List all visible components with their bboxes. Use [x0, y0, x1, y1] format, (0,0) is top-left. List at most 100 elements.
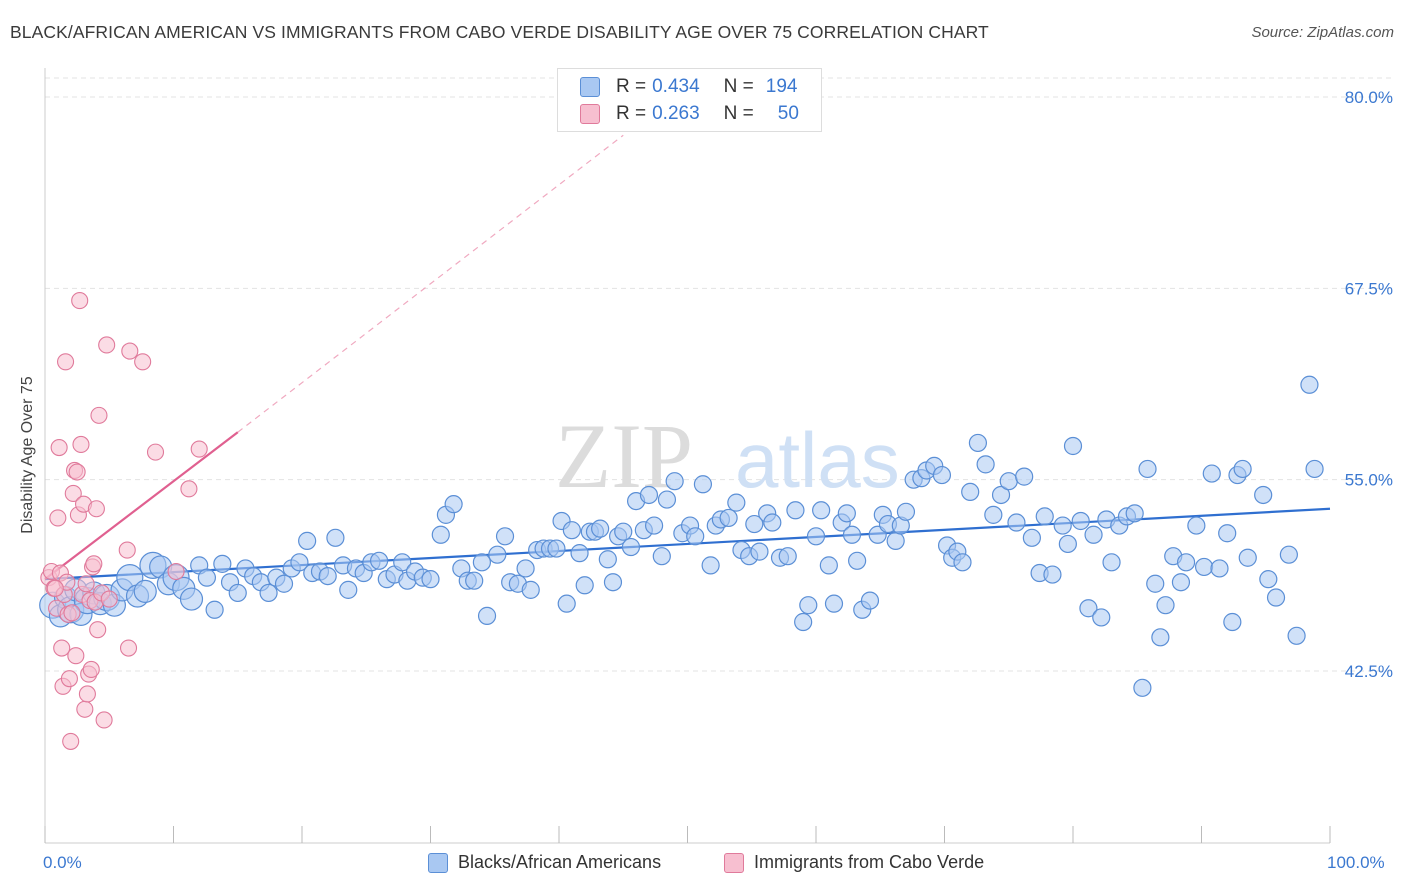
data-point-blacks	[1210, 559, 1229, 578]
data-point-blacks	[521, 580, 540, 599]
data-point-blacks	[1287, 626, 1306, 645]
y-tick-label: 80.0%	[1345, 88, 1393, 107]
data-point-blacks	[179, 587, 204, 611]
data-point-cabo-verde	[90, 406, 108, 424]
data-point-blacks	[562, 521, 581, 540]
data-point-blacks	[591, 519, 610, 538]
data-point-cabo-verde	[85, 555, 103, 573]
data-point-cabo-verde	[60, 670, 78, 688]
data-point-blacks	[1233, 459, 1252, 479]
legend-n-value: 194	[765, 76, 798, 97]
data-point-blacks	[516, 559, 535, 578]
data-point-cabo-verde	[68, 463, 86, 481]
data-point-cabo-verde	[72, 435, 90, 454]
data-point-cabo-verde	[180, 480, 198, 498]
data-point-cabo-verde	[62, 732, 80, 750]
legend-swatch-pink	[724, 852, 744, 873]
data-point-blacks	[763, 513, 782, 532]
data-point-blacks	[570, 544, 589, 563]
data-point-cabo-verde	[121, 342, 139, 360]
data-point-blacks	[639, 485, 659, 505]
bottom-legend-blacks[interactable]: Blacks/African Americans	[428, 852, 661, 873]
data-point-blacks	[133, 579, 157, 604]
data-point-blacks	[1125, 504, 1144, 523]
data-point-blacks	[932, 465, 952, 485]
data-point-blacks	[298, 531, 317, 550]
y-axis-label: Disability Age Over 75	[19, 376, 36, 534]
legend-n-value: 50	[777, 103, 799, 124]
data-point-blacks	[1176, 553, 1196, 572]
data-point-blacks	[370, 551, 389, 570]
data-point-blacks	[598, 550, 617, 569]
data-point-blacks	[1254, 485, 1273, 505]
data-point-blacks	[848, 551, 867, 570]
data-point-blacks	[837, 504, 856, 523]
series-blacks-points	[39, 375, 1324, 697]
data-point-blacks	[953, 553, 972, 572]
data-point-blacks	[1138, 459, 1157, 479]
data-point-blacks	[421, 570, 440, 589]
data-point-blacks	[393, 553, 412, 572]
data-point-blacks	[896, 502, 916, 521]
data-point-blacks	[886, 531, 905, 550]
watermark: ZIP atlas	[555, 405, 900, 507]
data-point-blacks	[1079, 599, 1098, 618]
data-point-cabo-verde	[78, 685, 96, 703]
data-point-cabo-verde	[63, 604, 81, 622]
data-point-blacks	[621, 537, 641, 557]
data-point-blacks	[326, 528, 345, 547]
data-point-blacks	[693, 475, 713, 494]
data-point-blacks	[1084, 525, 1103, 544]
data-point-blacks	[1102, 553, 1121, 572]
data-point-blacks	[259, 583, 278, 603]
data-point-blacks	[794, 612, 813, 632]
data-point-cabo-verde	[50, 438, 68, 457]
legend-swatch-blue	[580, 77, 600, 97]
data-point-blacks	[197, 568, 217, 587]
data-point-blacks	[1266, 588, 1286, 607]
data-point-blacks	[824, 594, 844, 613]
bottom-legend-cabo-verde[interactable]: Immigrants from Cabo Verde	[724, 852, 984, 873]
x-tick-label-max: 100.0%	[1327, 853, 1385, 872]
data-point-cabo-verde	[57, 353, 75, 371]
legend-row-blacks: R = 0.434 N = 194	[580, 75, 797, 99]
data-point-blacks	[472, 553, 491, 572]
data-point-blacks	[1259, 570, 1278, 589]
data-point-blacks	[976, 455, 995, 474]
y-tick-label: 55.0%	[1345, 471, 1393, 490]
legend-r-value: 0.263	[652, 103, 700, 124]
data-point-blacks	[431, 525, 450, 544]
data-point-cabo-verde	[53, 639, 71, 657]
data-point-blacks	[1058, 534, 1077, 554]
data-point-blacks	[1218, 524, 1237, 543]
data-point-blacks	[1063, 436, 1083, 456]
data-point-blacks	[1187, 516, 1206, 535]
data-point-blacks	[1238, 548, 1257, 567]
data-point-blacks	[799, 596, 818, 615]
data-point-cabo-verde	[89, 621, 107, 639]
data-point-cabo-verde	[98, 336, 116, 354]
data-point-blacks	[1223, 612, 1242, 632]
legend-swatch-pink	[580, 104, 600, 124]
data-point-blacks	[1043, 565, 1062, 584]
data-point-blacks	[657, 490, 677, 509]
data-point-blacks	[213, 554, 232, 573]
legend-n-label: N =	[723, 103, 754, 124]
data-point-blacks	[860, 591, 880, 610]
data-point-blacks	[961, 482, 980, 502]
y-tick-labels: 42.5% 55.0% 67.5% 80.0%	[1345, 88, 1393, 681]
data-point-blacks	[686, 527, 705, 546]
data-point-blacks	[786, 501, 805, 520]
data-point-blacks	[778, 547, 797, 566]
data-point-blacks	[745, 514, 764, 534]
data-point-blacks	[1305, 459, 1324, 479]
data-point-blacks	[1146, 574, 1165, 593]
data-point-blacks	[557, 594, 576, 613]
data-point-cabo-verde	[95, 711, 113, 729]
data-point-blacks	[1071, 511, 1090, 531]
data-point-blacks	[991, 485, 1011, 505]
chart-title: BLACK/AFRICAN AMERICAN VS IMMIGRANTS FRO…	[10, 22, 989, 42]
legend-n-label: N =	[723, 76, 754, 97]
data-point-cabo-verde	[46, 579, 64, 597]
data-point-cabo-verde	[87, 500, 105, 518]
